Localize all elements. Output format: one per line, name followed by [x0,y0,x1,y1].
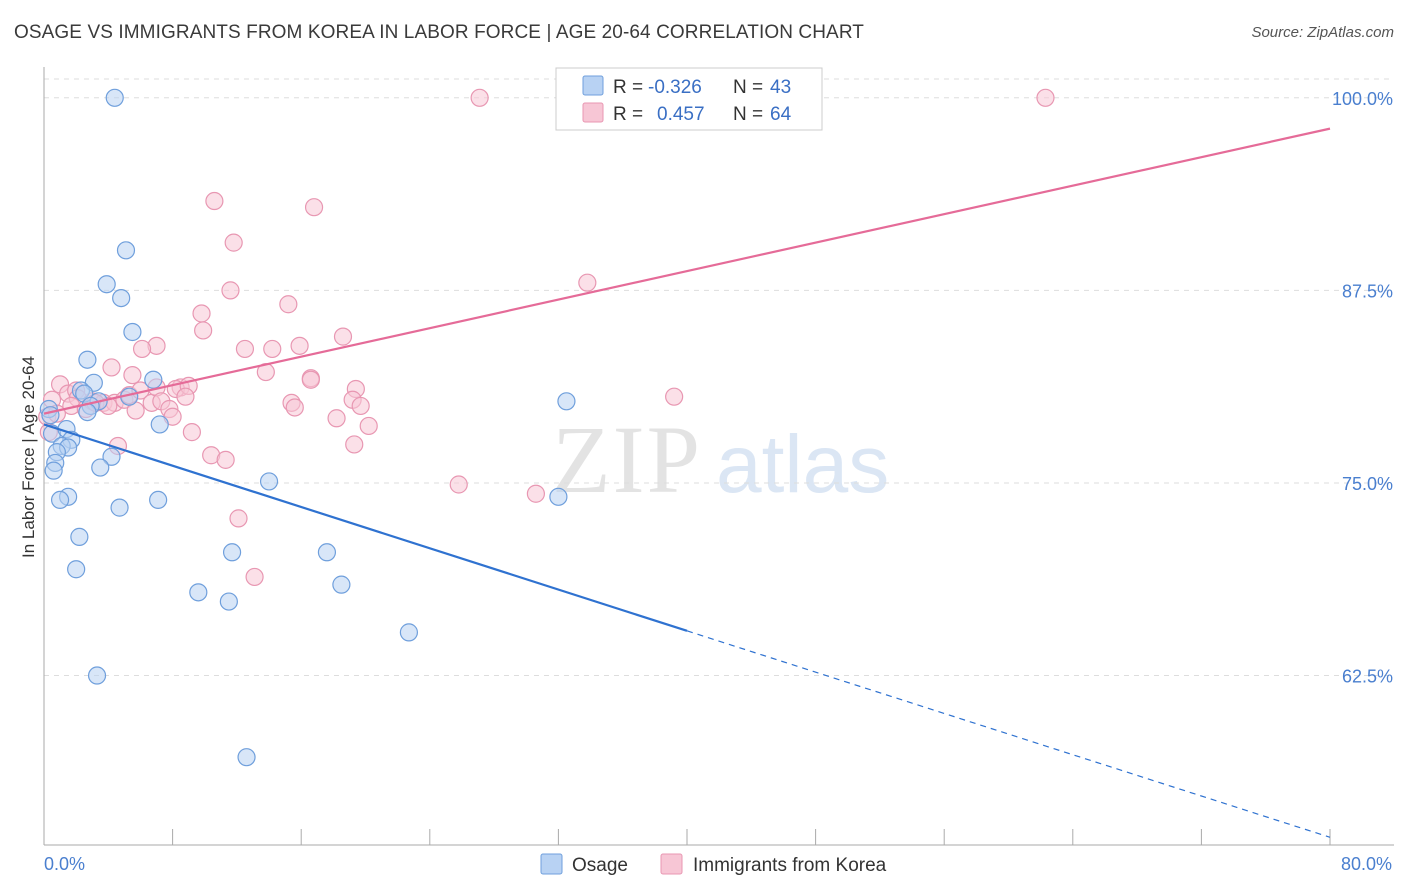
osage-point [97,275,116,294]
osage-point [222,543,242,562]
osage-point [70,527,89,546]
osage-point [144,370,163,389]
osage-point [91,458,110,477]
korea-point [359,416,378,436]
x-tick-label-min: 0.0% [44,854,85,874]
korea-point [290,336,309,355]
korea-point [182,423,201,442]
korea-point [205,191,224,211]
watermark-zip: ZIP [552,406,702,513]
series-korea-points [38,88,1055,587]
korea-point [176,387,195,406]
y-axis-label: In Labor Force | Age 20-64 [19,356,38,558]
chart-title: OSAGE VS IMMIGRANTS FROM KOREA IN LABOR … [14,22,865,43]
korea-point [285,398,304,417]
korea-point [263,339,282,359]
legend-osage-swatch [540,853,563,875]
korea-point [526,484,545,503]
osage-trend-extension [686,630,1331,838]
korea-point [1036,88,1055,107]
korea-trend-line [43,127,1331,415]
y-tick-labels: 62.5% 75.0% 87.5% 100.0% [1332,89,1393,687]
stats-legend-korea-swatch [582,102,604,123]
osage-point [237,748,256,767]
korea-point [224,233,243,252]
korea-point [578,273,597,292]
korea-point [245,567,264,587]
osage-point [150,415,169,434]
osage-point [105,88,124,107]
y-tick-label: 87.5% [1342,281,1393,301]
korea-point [301,370,320,389]
y-tick-label: 62.5% [1342,667,1393,687]
osage-point [149,490,168,510]
osage-point [116,241,136,260]
osage-point [557,392,576,411]
legend-korea-label: Immigrants from Korea [693,855,887,876]
gridlines [44,78,1394,677]
korea-point [216,450,235,469]
korea-point [235,339,255,359]
osage-point [78,350,97,369]
osage-point [50,490,70,510]
korea-point [345,435,364,454]
korea-point [192,304,211,323]
osage-trend-line [43,423,688,632]
osage-point [399,623,419,642]
stats-osage-r-value: -0.326 [648,77,702,98]
bottom-legend: Osage Immigrants from Korea [540,853,887,876]
osage-point [332,575,351,594]
korea-point [327,409,346,428]
legend-korea-swatch [660,853,683,875]
korea-point [333,327,353,346]
watermark: ZIP atlas [552,406,889,513]
korea-point [665,387,684,406]
osage-point [87,666,107,685]
korea-point [102,358,121,377]
korea-point [470,88,489,107]
y-tick-label: 100.0% [1332,89,1393,109]
stats-legend: R = -0.326 N = 43 R = 0.457 N = 64 [555,67,823,131]
chart-source: Source: ZipAtlas.com [1251,24,1394,41]
korea-point [194,321,213,340]
osage-point [317,543,337,562]
trend-lines [43,127,1331,838]
stats-osage-n-value: 43 [770,77,791,98]
osage-point [259,472,279,491]
osage-point [67,560,86,579]
korea-point [229,509,248,528]
korea-point [351,396,370,416]
osage-point [41,406,60,425]
series-osage-points [39,88,576,767]
korea-point [449,475,468,494]
korea-point [221,281,240,300]
osage-point [112,288,131,308]
stats-legend-osage-swatch [582,75,604,96]
y-tick-label: 75.0% [1342,474,1393,494]
stats-osage-r-label: R = [613,77,643,98]
stats-korea-n-value: 64 [770,104,792,125]
osage-point [102,447,121,466]
stats-korea-r-label: R = [613,104,643,125]
osage-point [549,487,568,506]
stats-korea-r-value: 0.457 [657,104,705,125]
stats-korea-n-label: N = [733,104,763,125]
x-tick-label-max: 80.0% [1341,854,1392,874]
osage-point [219,592,238,611]
korea-point [123,366,142,385]
korea-point [132,339,152,359]
watermark-atlas: atlas [716,419,889,510]
stats-osage-n-label: N = [733,77,763,98]
osage-point [44,461,63,480]
osage-point [123,322,142,342]
x-ticks [43,829,1331,845]
korea-point [279,295,298,314]
korea-point [304,198,324,217]
legend-osage-label: Osage [572,855,628,876]
osage-point [189,583,208,602]
osage-point [110,498,129,517]
